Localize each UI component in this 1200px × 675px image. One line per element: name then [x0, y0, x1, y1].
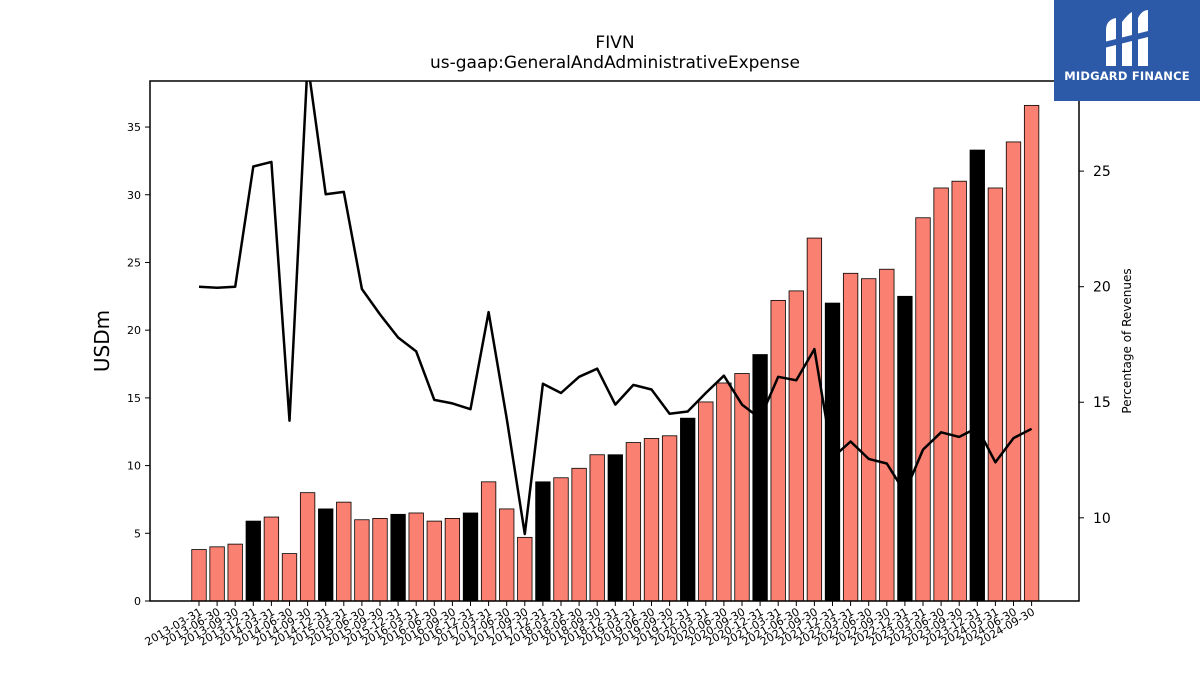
bar-series: [191, 104, 1040, 602]
bar: [589, 454, 605, 602]
line-series: [198, 81, 1033, 536]
bar: [1023, 104, 1040, 602]
bar: [426, 520, 442, 602]
bar: [752, 354, 768, 602]
bar: [191, 549, 207, 602]
plot-frame: [149, 80, 1080, 602]
bar: [933, 187, 949, 602]
bar: [680, 417, 696, 602]
bar: [462, 512, 479, 602]
bar: [263, 516, 280, 602]
bar: [299, 492, 316, 602]
y2-tick-label: 10: [1093, 511, 1111, 527]
percentage-line: [198, 81, 1033, 536]
bar: [643, 438, 660, 602]
bar: [281, 553, 298, 602]
bar: [770, 299, 786, 602]
bar: [969, 149, 985, 602]
bar: [842, 272, 859, 602]
bar: [806, 237, 823, 602]
y2-tick-label: 25: [1093, 164, 1111, 180]
bar: [788, 290, 804, 602]
bar: [571, 467, 587, 602]
y-tick-label: 20: [127, 324, 141, 337]
bar: [661, 435, 678, 602]
bar: [716, 382, 732, 602]
bar: [535, 481, 551, 602]
bar: [553, 477, 569, 602]
bar: [408, 512, 424, 602]
bar: [390, 513, 406, 602]
bar: [372, 517, 388, 602]
y2-axis-label: Percentage of Revenues: [1120, 268, 1134, 413]
bar: [227, 543, 243, 602]
chart-title: FIVN: [595, 33, 634, 53]
bar: [607, 454, 623, 602]
y-tick-label: 35: [127, 121, 141, 134]
bar: [499, 508, 515, 602]
y-tick-label: 0: [134, 595, 141, 608]
bar: [318, 508, 334, 602]
bar: [480, 481, 497, 602]
y-tick-label: 10: [127, 460, 141, 473]
bar: [336, 501, 352, 602]
bar: [444, 517, 461, 602]
brand-name: MIDGARD FINANCE: [1064, 69, 1190, 83]
chart-subtitle: us-gaap:GeneralAndAdministrativeExpense: [430, 53, 800, 73]
y2-tick-label: 15: [1093, 395, 1111, 411]
y2-tick-label: 20: [1093, 280, 1111, 296]
bar: [625, 442, 642, 602]
bar: [915, 217, 931, 602]
y2-axis: 10 15 20 25: [1079, 164, 1111, 527]
bar: [951, 180, 967, 602]
y-tick-label: 15: [127, 392, 141, 405]
bar: [879, 268, 895, 602]
y-tick-label: 5: [134, 527, 141, 540]
bar: [209, 546, 225, 602]
bar: [698, 401, 714, 602]
bar: [861, 278, 877, 602]
logo-mark-icon: [1104, 10, 1152, 66]
x-axis: 2013-03-312013-06-302013-09-302013-12-31…: [143, 601, 1037, 649]
bar: [897, 295, 913, 602]
y-tick-label: 30: [127, 189, 141, 202]
y-axis: 0 5 10 15 20 25 30 35: [127, 121, 150, 608]
bar: [354, 519, 370, 602]
y-axis-label: USDm: [90, 310, 114, 372]
bar: [245, 520, 261, 602]
brand-logo: MIDGARD FINANCE: [1054, 0, 1200, 101]
bar: [1005, 141, 1022, 602]
bar: [517, 536, 533, 602]
bar: [987, 187, 1004, 602]
y-tick-label: 25: [127, 256, 141, 269]
